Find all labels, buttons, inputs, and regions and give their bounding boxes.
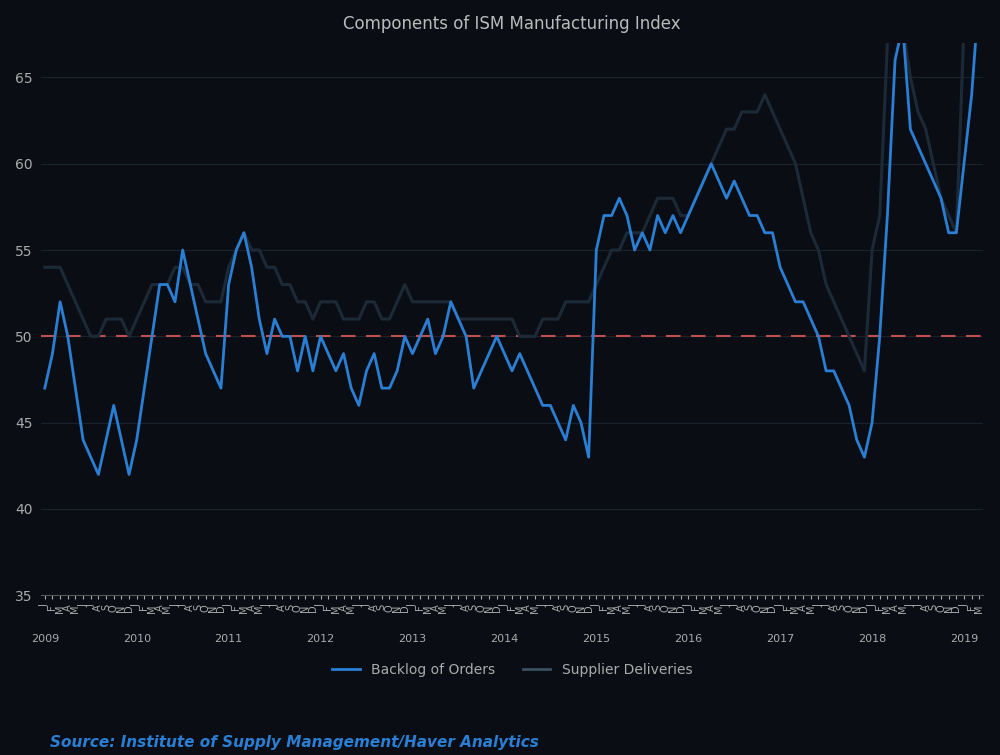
Text: 2016: 2016	[674, 634, 702, 644]
Text: 2011: 2011	[215, 634, 243, 644]
Text: 2015: 2015	[582, 634, 610, 644]
Text: 2014: 2014	[490, 634, 519, 644]
Text: 2010: 2010	[123, 634, 151, 644]
Text: 2018: 2018	[858, 634, 886, 644]
Text: 2013: 2013	[398, 634, 427, 644]
Text: 2009: 2009	[31, 634, 59, 644]
Legend: Backlog of Orders, Supplier Deliveries: Backlog of Orders, Supplier Deliveries	[326, 657, 698, 683]
Text: 2012: 2012	[306, 634, 335, 644]
Text: 2019: 2019	[950, 634, 978, 644]
Text: 2017: 2017	[766, 634, 794, 644]
Title: Components of ISM Manufacturing Index: Components of ISM Manufacturing Index	[343, 15, 681, 33]
Text: Source: Institute of Supply Management/Haver Analytics: Source: Institute of Supply Management/H…	[50, 735, 539, 750]
